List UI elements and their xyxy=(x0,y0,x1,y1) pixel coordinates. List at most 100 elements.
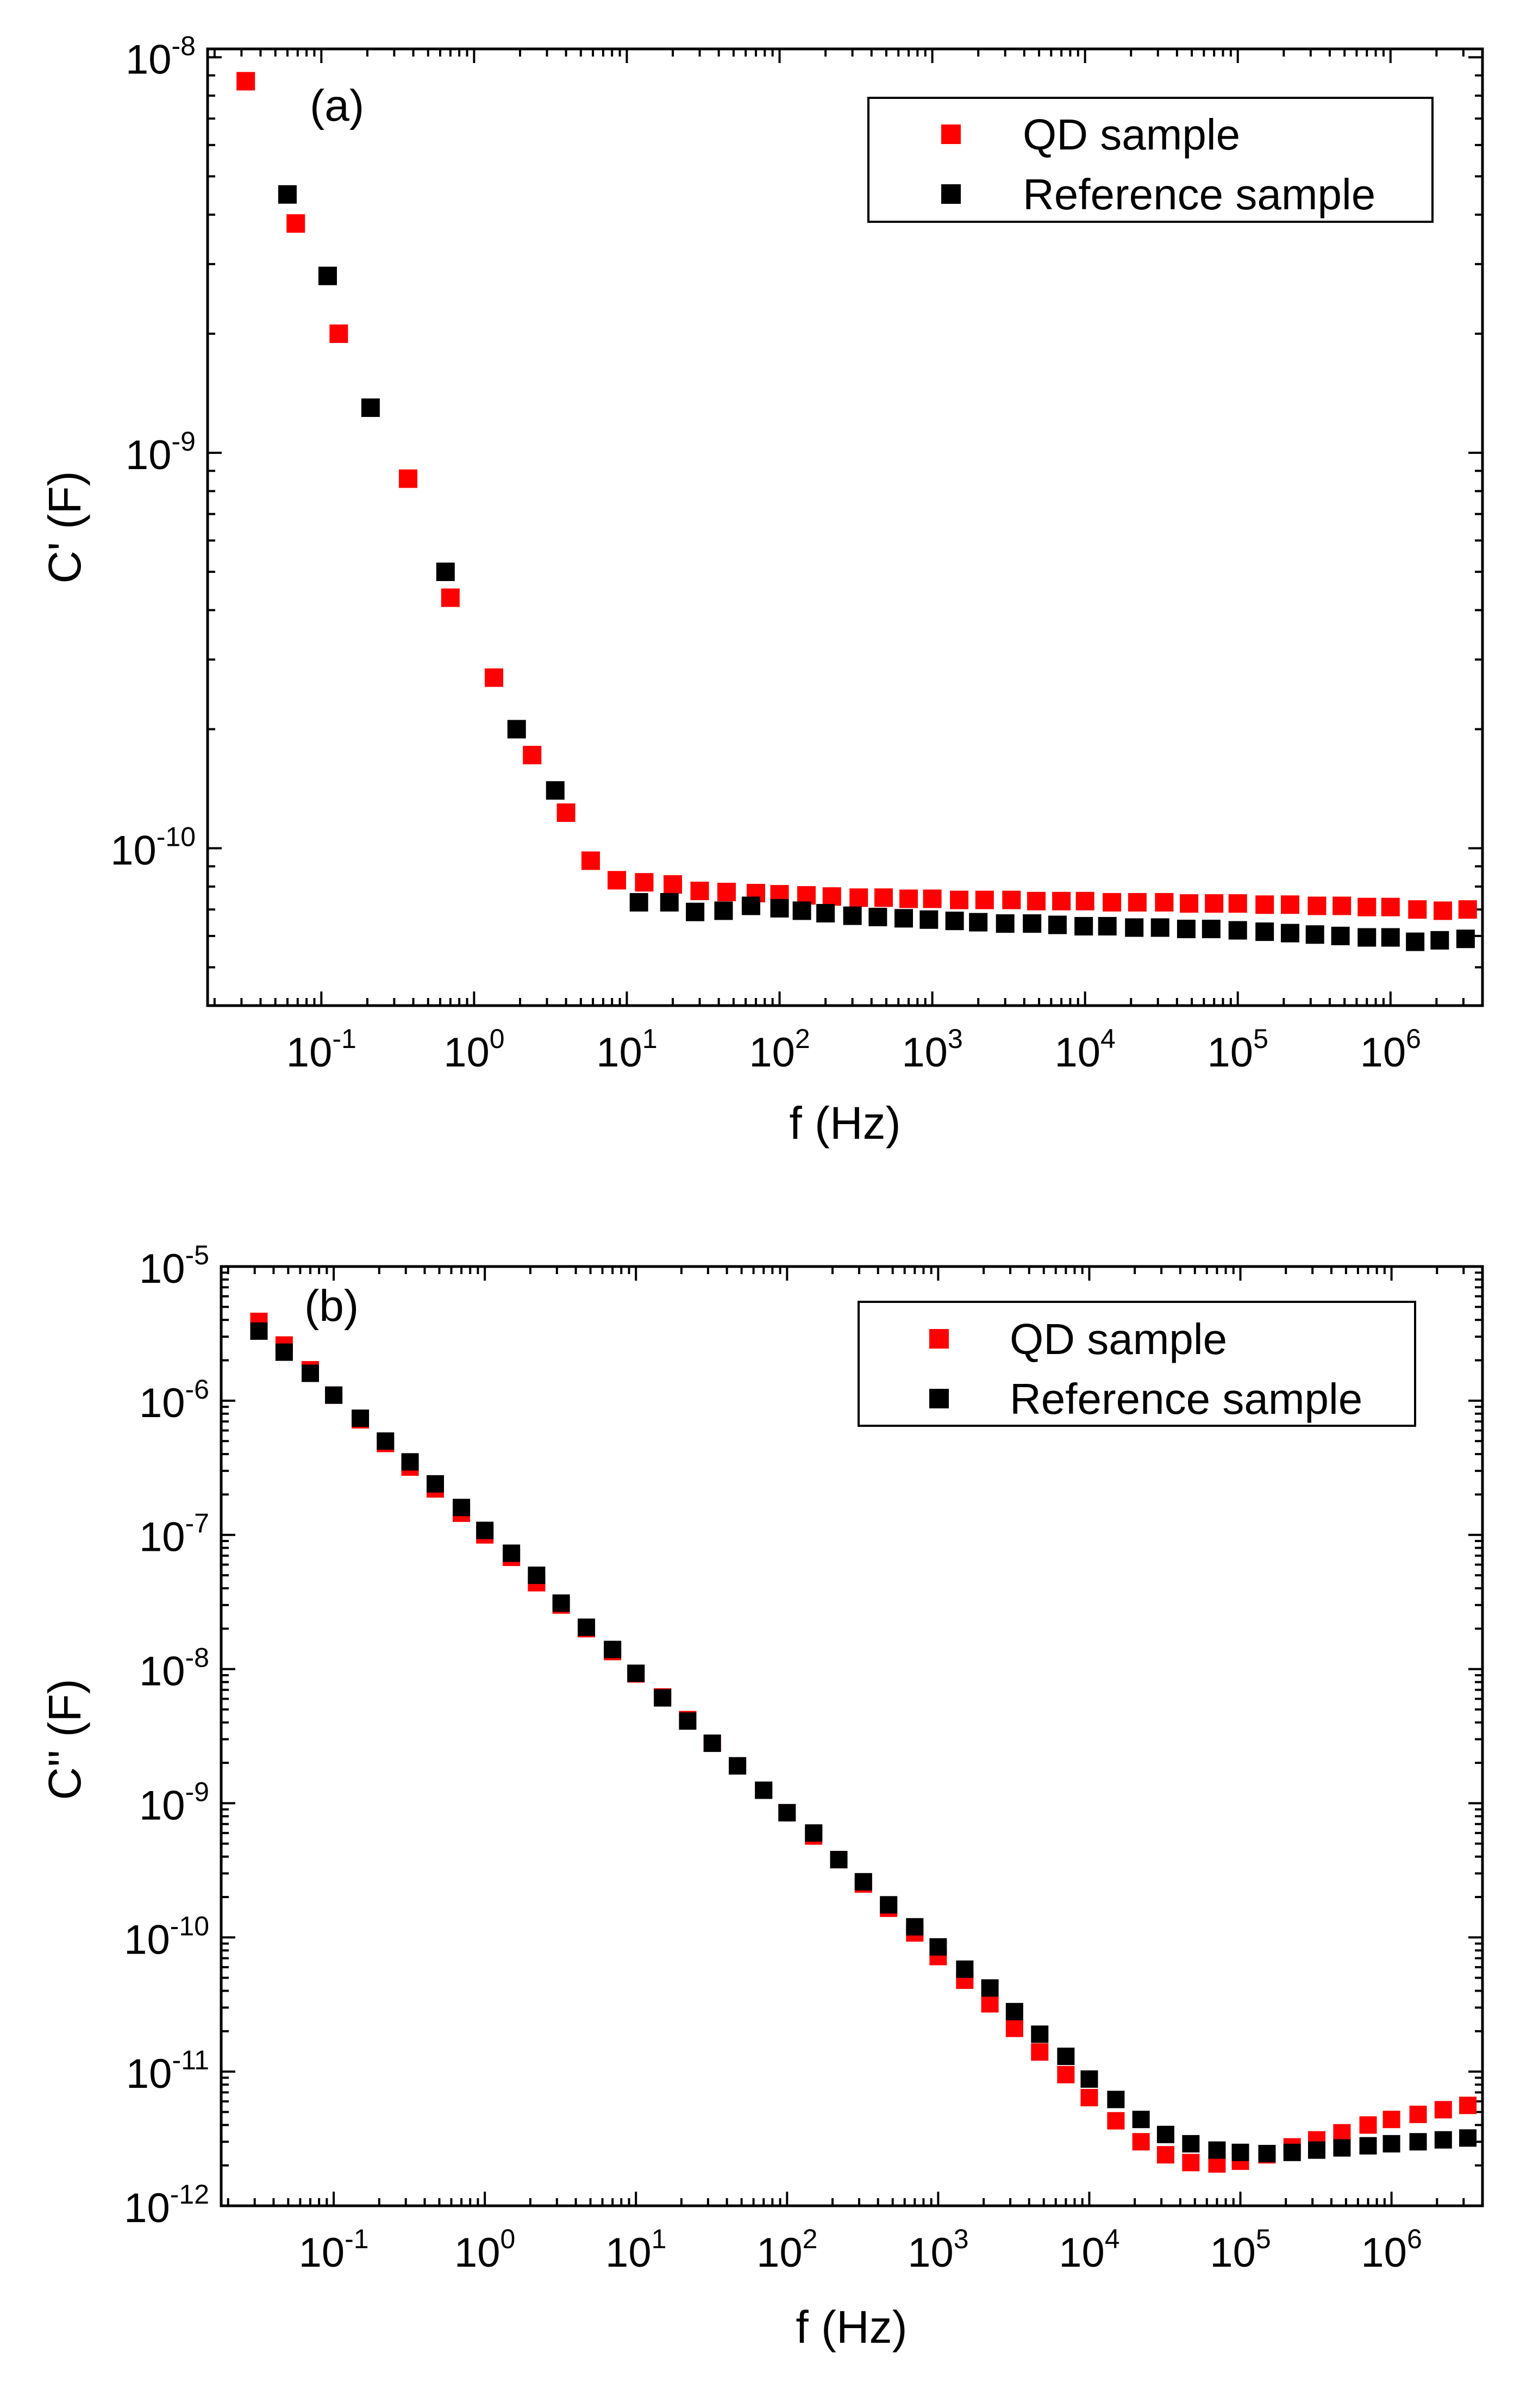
legend-a: QD sample Reference sample xyxy=(867,97,1434,223)
y-tick-label: 10-6 xyxy=(139,1374,209,1426)
data-point-reference xyxy=(1074,916,1093,935)
data-point-qd xyxy=(1075,891,1094,910)
data-point-qd xyxy=(1182,2154,1200,2172)
data-point-qd xyxy=(485,668,504,687)
x-tick-label: 101 xyxy=(605,2224,666,2276)
data-point-reference xyxy=(1381,928,1400,947)
data-point-reference xyxy=(843,906,862,925)
data-point-qd xyxy=(664,875,683,894)
y-tick-labels-a: 10-10 10-9 10-8 xyxy=(110,30,196,874)
data-point-qd xyxy=(1382,2111,1400,2129)
x-tick-label: 100 xyxy=(443,1024,504,1076)
data-point-qd xyxy=(1027,891,1046,910)
data-point-reference xyxy=(1023,914,1042,933)
data-point-reference xyxy=(956,1960,974,1978)
y-axis-label-b: C'' (F) xyxy=(39,1679,90,1800)
data-point-reference xyxy=(377,1432,395,1450)
data-point-qd xyxy=(608,871,627,890)
data-point-reference xyxy=(906,1918,924,1936)
x-tick-label: 105 xyxy=(1208,1024,1268,1076)
data-point-reference xyxy=(1258,2144,1276,2162)
data-point-qd xyxy=(1205,894,1224,913)
data-point-reference xyxy=(1333,2139,1351,2157)
data-point-qd xyxy=(1357,897,1377,916)
data-point-reference xyxy=(1208,2141,1226,2159)
y-tick-labels-b: 10-12 10-11 10-10 10-9 10-8 10-7 10-6 10-5 xyxy=(124,1240,209,2231)
data-point-reference xyxy=(1406,932,1425,951)
data-point-qd xyxy=(1132,2133,1150,2151)
y-tick-label: 10-11 xyxy=(126,2045,209,2097)
data-point-reference xyxy=(275,1343,293,1361)
data-point-reference xyxy=(894,909,913,928)
panel-b: 10-1 100 101 102 103 104 105 106 10-1210-1110-1… xyxy=(39,1240,1484,2353)
data-point-qd xyxy=(581,851,600,870)
panel-a: 10-1 100 101 102 103 104 105 106 10-1010-910-8 … xyxy=(39,30,1484,1149)
data-point-qd xyxy=(1155,893,1174,912)
data-point-reference xyxy=(1048,915,1067,934)
data-point-reference xyxy=(1202,919,1221,938)
data-point-qd xyxy=(1255,895,1274,914)
data-point-qd xyxy=(1332,896,1352,915)
data-point-reference xyxy=(528,1567,546,1584)
data-point-reference xyxy=(686,902,705,921)
data-markers-a xyxy=(236,72,1477,951)
data-point-qd xyxy=(1408,900,1427,919)
data-point-reference xyxy=(1434,2131,1452,2149)
data-point-reference xyxy=(629,893,648,912)
data-point-qd xyxy=(1280,895,1299,914)
data-point-reference xyxy=(778,1804,796,1821)
data-point-qd xyxy=(899,889,918,908)
data-point-qd xyxy=(849,888,868,907)
data-point-reference xyxy=(1098,916,1117,935)
data-point-qd xyxy=(399,469,418,488)
data-point-reference xyxy=(546,781,565,800)
data-point-qd xyxy=(1031,2043,1049,2061)
y-tick-label: 10-8 xyxy=(139,1643,209,1695)
data-point-reference xyxy=(755,1781,773,1799)
data-point-reference xyxy=(1031,2025,1049,2043)
data-point-reference xyxy=(805,1824,823,1842)
data-point-qd xyxy=(1080,2088,1098,2106)
data-point-reference xyxy=(1057,2048,1075,2066)
data-point-qd xyxy=(981,1995,999,2013)
x-tick-label: 104 xyxy=(1054,1024,1115,1076)
data-point-qd xyxy=(1103,893,1122,912)
legend-box-b xyxy=(858,1301,1416,1427)
y-tick-label: 10-8 xyxy=(126,30,196,83)
data-point-qd xyxy=(1307,896,1327,915)
data-point-reference xyxy=(627,1664,645,1682)
data-point-reference xyxy=(578,1618,596,1636)
x-tick-label: 103 xyxy=(902,1024,962,1076)
data-point-reference xyxy=(453,1499,471,1517)
y-tick-label: 10-9 xyxy=(126,426,196,478)
data-point-reference xyxy=(1382,2135,1400,2153)
y-tick-label: 10-12 xyxy=(124,2179,209,2231)
data-point-qd xyxy=(556,803,575,822)
data-point-reference xyxy=(703,1735,721,1752)
data-point-reference xyxy=(1177,919,1196,938)
data-point-reference xyxy=(660,893,679,912)
data-point-reference xyxy=(969,913,988,932)
data-point-qd xyxy=(1458,900,1477,919)
data-point-qd xyxy=(1359,2116,1377,2134)
data-point-qd xyxy=(874,888,893,907)
data-point-qd xyxy=(923,889,942,908)
data-point-qd xyxy=(441,588,460,607)
data-point-reference xyxy=(507,720,526,739)
x-tick-label: 100 xyxy=(454,2224,515,2276)
data-point-qd xyxy=(1434,2101,1452,2119)
panel-label-b: (b) xyxy=(304,1281,359,1331)
data-point-reference xyxy=(1005,2002,1023,2020)
legend-label-qd-a: QD sample xyxy=(1023,110,1240,159)
x-tick-label: 106 xyxy=(1361,2224,1422,2276)
data-point-reference xyxy=(996,914,1015,933)
data-point-qd xyxy=(1333,2124,1351,2142)
data-point-reference xyxy=(1307,2141,1325,2159)
data-point-qd xyxy=(717,883,736,902)
data-point-reference xyxy=(1359,2137,1377,2155)
data-point-reference xyxy=(318,266,337,285)
data-point-qd xyxy=(1005,2019,1023,2037)
legend-b: QD sample Reference sample xyxy=(858,1301,1416,1427)
data-point-reference xyxy=(714,901,733,920)
data-point-reference xyxy=(1156,2125,1174,2143)
